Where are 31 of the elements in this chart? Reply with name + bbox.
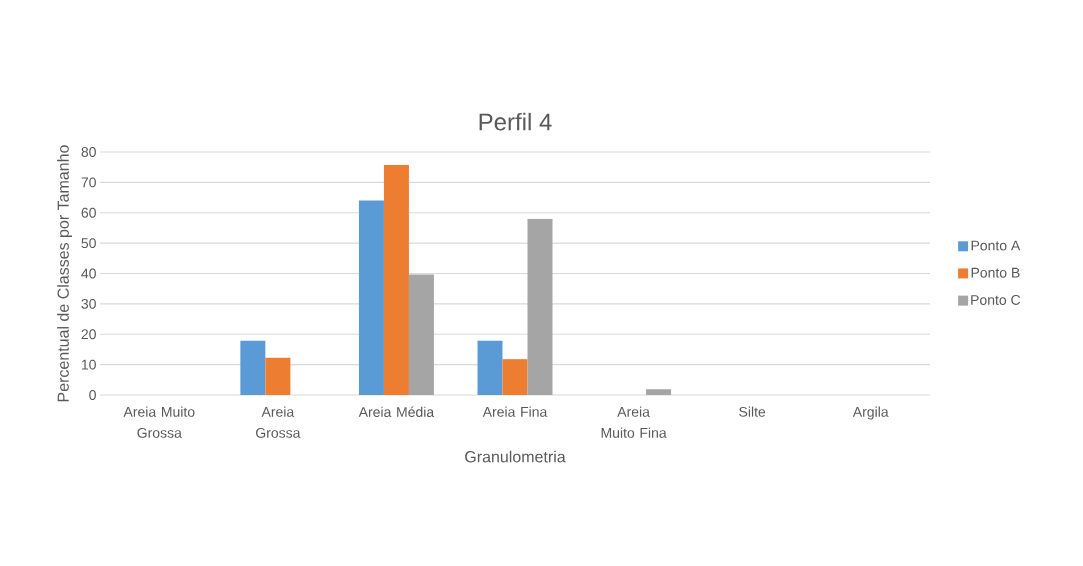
y-tick-label: 60 (81, 207, 96, 218)
x-tick-label: Areia Fina (482, 406, 548, 417)
x-tick-label: Areia Muito Grossa (123, 406, 195, 438)
y-tick-label: 80 (81, 147, 96, 157)
bar (502, 359, 528, 395)
bar (646, 389, 672, 395)
y-tick-label: 70 (81, 177, 96, 188)
x-tick-label: Argila (852, 406, 889, 420)
bar (240, 340, 266, 395)
x-tick-label: Areia Média (358, 406, 435, 417)
bar (527, 218, 553, 395)
y-axis-title: Percentual de Classes por Tamanho (57, 145, 73, 402)
y-tick-label: 20 (81, 329, 96, 340)
bar (408, 274, 434, 395)
x-axis-title: Granulometria (465, 450, 566, 463)
x-tick-label: Silte (739, 406, 766, 417)
legend-label: Ponto C (971, 294, 1021, 305)
bar (477, 340, 503, 395)
bar (265, 357, 291, 395)
y-tick-label: 50 (81, 238, 96, 249)
bar (358, 200, 384, 395)
y-tick-label: 40 (81, 268, 96, 279)
chart-title: Perfil 4 (479, 112, 552, 131)
y-tick-label: 0 (89, 390, 96, 400)
bar (383, 165, 409, 395)
y-tick-label: 30 (81, 298, 96, 309)
y-tick-label: 10 (81, 359, 96, 370)
x-tick-label: Areia Muito Fina (601, 406, 667, 438)
legend-label: Ponto A (971, 240, 1021, 251)
legend-label: Ponto B (971, 267, 1020, 278)
x-tick-label: Areia Grossa (256, 406, 301, 438)
